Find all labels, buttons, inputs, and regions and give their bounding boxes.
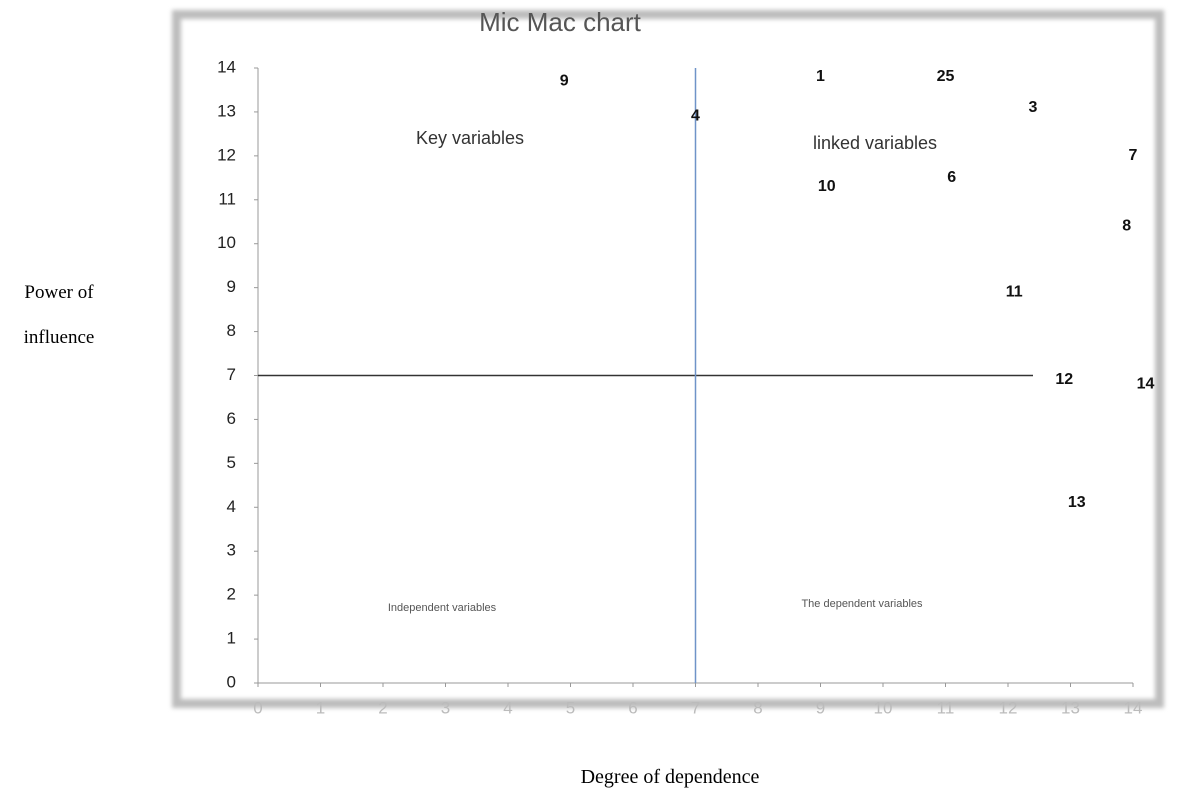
chart: Mic Mac chart Key variables linked varia… [0, 0, 1181, 796]
x-tick-label: 2 [378, 698, 387, 717]
y-tick-label: 7 [227, 365, 236, 384]
point-label: 3 [1029, 99, 1038, 116]
annotation: The dependent variables [801, 598, 923, 610]
point-label: 6 [947, 169, 956, 186]
y-tick-label: 5 [227, 453, 236, 472]
y-tick-label: 3 [227, 541, 236, 560]
point-label: 11 [1006, 283, 1023, 300]
x-tick-label: 14 [1124, 698, 1143, 717]
x-tick-label: 13 [1061, 698, 1080, 717]
y-tick-label: 10 [217, 233, 236, 252]
x-tick-label: 6 [628, 698, 637, 717]
y-tick-label: 9 [227, 277, 236, 296]
y-axis-label: Power of influence [4, 270, 114, 360]
point-label: 1 [816, 68, 825, 85]
annotation: linked variables [813, 133, 937, 153]
x-tick-label: 3 [441, 698, 450, 717]
y-tick-label: 2 [227, 585, 236, 604]
point-label: 4 [691, 108, 700, 125]
y-tick-label: 12 [217, 145, 236, 164]
y-tick-label: 11 [218, 189, 236, 208]
x-tick-label: 0 [253, 698, 262, 717]
chart-title: Mic Mac chart [479, 7, 642, 37]
x-tick-label: 8 [753, 698, 762, 717]
x-tick-label: 5 [566, 698, 575, 717]
x-tick-label: 10 [874, 698, 893, 717]
y-tick-label: 8 [227, 321, 236, 340]
point-label: 10 [818, 178, 836, 195]
y-tick-label: 14 [217, 57, 236, 76]
x-tick-label: 1 [316, 698, 325, 717]
x-tick-label: 7 [691, 698, 700, 717]
point-label: 13 [1068, 494, 1086, 511]
x-tick-label: 11 [937, 698, 955, 717]
page: {"chart_data": { "type": "scatter", "tit… [0, 0, 1181, 796]
point-label: 7 [1129, 147, 1138, 164]
y-tick-label: 13 [217, 101, 236, 120]
y-tick-label: 1 [227, 629, 236, 648]
point-label: 14 [1137, 376, 1155, 393]
x-tick-label: 12 [999, 698, 1018, 717]
annotation: Independent variables [388, 602, 497, 614]
x-tick-label: 9 [816, 698, 825, 717]
y-tick-label: 6 [227, 409, 236, 428]
y-tick-label: 0 [227, 672, 236, 691]
point-label: 8 [1122, 217, 1131, 234]
annotation: Key variables [416, 128, 524, 148]
x-tick-label: 4 [503, 698, 512, 717]
point-label: 12 [1055, 371, 1073, 388]
x-axis-label: Degree of dependence [480, 766, 860, 789]
point-label: 9 [560, 72, 569, 89]
y-tick-label: 4 [227, 497, 236, 516]
point-label: 25 [937, 68, 955, 85]
